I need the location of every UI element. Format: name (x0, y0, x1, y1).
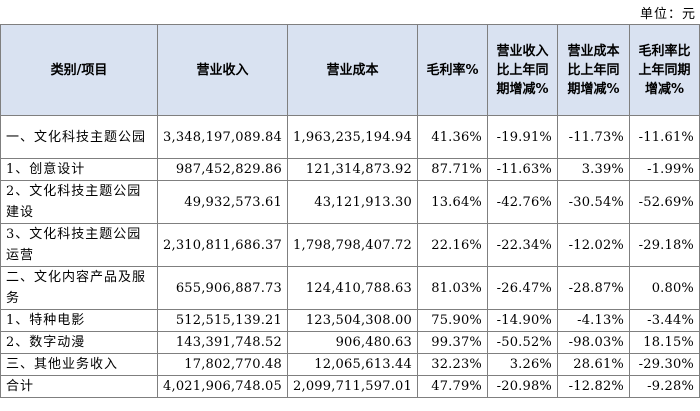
cell-margin-yoy: -52.69% (629, 180, 700, 224)
table-row: 一、文化科技主题公园 3,348,197,089.84 1,963,235,19… (0, 115, 700, 159)
cell-cost-yoy: -4.13% (557, 309, 630, 332)
table-row: 二、文化内容产品及服务 655,906,887.73 124,410,788.6… (0, 266, 700, 310)
header-margin: 毛利率% (417, 24, 488, 116)
table-row: 2、文化科技主题公园建设 49,932,573.61 43,121,913.30… (0, 180, 700, 224)
cell-margin-yoy: -11.61% (629, 115, 700, 159)
header-cost-yoy: 营业成本比上年同期增减% (557, 24, 630, 116)
unit-label: 单位：元 (639, 7, 696, 22)
header-cost: 营业成本 (287, 24, 418, 116)
cell-revenue: 3,348,197,089.84 (157, 115, 288, 159)
cell-margin: 13.64% (417, 180, 488, 224)
cell-revenue-yoy: -42.76% (487, 180, 558, 224)
cell-margin: 22.16% (417, 223, 488, 267)
cell-revenue: 49,932,573.61 (157, 180, 288, 224)
cell-cost-yoy: -28.87% (557, 266, 630, 310)
cell-margin-yoy: -29.18% (629, 223, 700, 267)
cell-revenue: 655,906,887.73 (157, 266, 288, 310)
cell-cost: 2,099,711,597.01 (287, 375, 418, 398)
cell-revenue: 2,310,811,686.37 (157, 223, 288, 267)
header-category: 类别/项目 (0, 24, 158, 116)
cell-cost: 123,504,308.00 (287, 309, 418, 332)
cell-margin: 87.71% (417, 158, 488, 181)
cell-margin: 75.90% (417, 309, 488, 332)
cell-revenue-yoy: -19.91% (487, 115, 558, 159)
cell-category: 合计 (0, 375, 158, 398)
cell-revenue: 17,802,770.48 (157, 353, 288, 376)
cell-cost: 906,480.63 (287, 331, 418, 354)
cell-cost: 1,798,798,407.72 (287, 223, 418, 267)
table-row-total: 合计 4,021,906,748.05 2,099,711,597.01 47.… (0, 375, 700, 398)
cell-margin-yoy: -29.30% (629, 353, 700, 376)
cell-margin-yoy: -9.28% (629, 375, 700, 398)
cell-cost-yoy: -30.54% (557, 180, 630, 224)
cell-cost-yoy: 28.61% (557, 353, 630, 376)
cell-revenue-yoy: -20.98% (487, 375, 558, 398)
cell-revenue: 512,515,139.21 (157, 309, 288, 332)
cell-category: 三、其他业务收入 (0, 353, 158, 376)
cell-category: 二、文化内容产品及服务 (0, 266, 158, 310)
cell-category: 3、文化科技主题公园运营 (0, 223, 158, 267)
cell-revenue-yoy: -50.52% (487, 331, 558, 354)
cell-revenue-yoy: -22.34% (487, 223, 558, 267)
table-row: 1、创意设计 987,452,829.86 121,314,873.92 87.… (0, 158, 700, 181)
header-revenue-yoy: 营业收入比上年同期增减% (487, 24, 558, 116)
cell-revenue-yoy: -14.90% (487, 309, 558, 332)
cell-margin-yoy: -1.99% (629, 158, 700, 181)
cell-margin: 99.37% (417, 331, 488, 354)
header-revenue: 营业收入 (157, 24, 288, 116)
table-row: 1、特种电影 512,515,139.21 123,504,308.00 75.… (0, 309, 700, 332)
cell-cost: 1,963,235,194.94 (287, 115, 418, 159)
cell-cost-yoy: 3.39% (557, 158, 630, 181)
cell-margin-yoy: -3.44% (629, 309, 700, 332)
cell-cost: 121,314,873.92 (287, 158, 418, 181)
cell-cost-yoy: -98.03% (557, 331, 630, 354)
cell-cost: 12,065,613.44 (287, 353, 418, 376)
cell-revenue: 143,391,748.52 (157, 331, 288, 354)
cell-margin: 81.03% (417, 266, 488, 310)
cell-revenue-yoy: 3.26% (487, 353, 558, 376)
table-row: 2、数字动漫 143,391,748.52 906,480.63 99.37% … (0, 331, 700, 354)
cell-category: 1、创意设计 (0, 158, 158, 181)
cell-margin-yoy: 18.15% (629, 331, 700, 354)
header-margin-yoy: 毛利率比上年同期增减% (629, 24, 700, 116)
cell-cost-yoy: -11.73% (557, 115, 630, 159)
cell-category: 2、数字动漫 (0, 331, 158, 354)
business-breakdown-table: 类别/项目 营业收入 营业成本 毛利率% 营业收入比上年同期增减% 营业成本比上… (0, 24, 700, 398)
cell-category: 1、特种电影 (0, 309, 158, 332)
header-row: 类别/项目 营业收入 营业成本 毛利率% 营业收入比上年同期增减% 营业成本比上… (0, 24, 700, 116)
cell-category: 一、文化科技主题公园 (0, 115, 158, 159)
cell-cost-yoy: -12.02% (557, 223, 630, 267)
cell-cost: 124,410,788.63 (287, 266, 418, 310)
cell-cost-yoy: -12.82% (557, 375, 630, 398)
cell-margin-yoy: 0.80% (629, 266, 700, 310)
cell-revenue-yoy: -11.63% (487, 158, 558, 181)
cell-cost: 43,121,913.30 (287, 180, 418, 224)
table-row: 3、文化科技主题公园运营 2,310,811,686.37 1,798,798,… (0, 223, 700, 267)
cell-category: 2、文化科技主题公园建设 (0, 180, 158, 224)
table-row: 三、其他业务收入 17,802,770.48 12,065,613.44 32.… (0, 353, 700, 376)
cell-revenue: 4,021,906,748.05 (157, 375, 288, 398)
cell-margin: 47.79% (417, 375, 488, 398)
cell-margin: 32.23% (417, 353, 488, 376)
cell-margin: 41.36% (417, 115, 488, 159)
cell-revenue-yoy: -26.47% (487, 266, 558, 310)
cell-revenue: 987,452,829.86 (157, 158, 288, 181)
